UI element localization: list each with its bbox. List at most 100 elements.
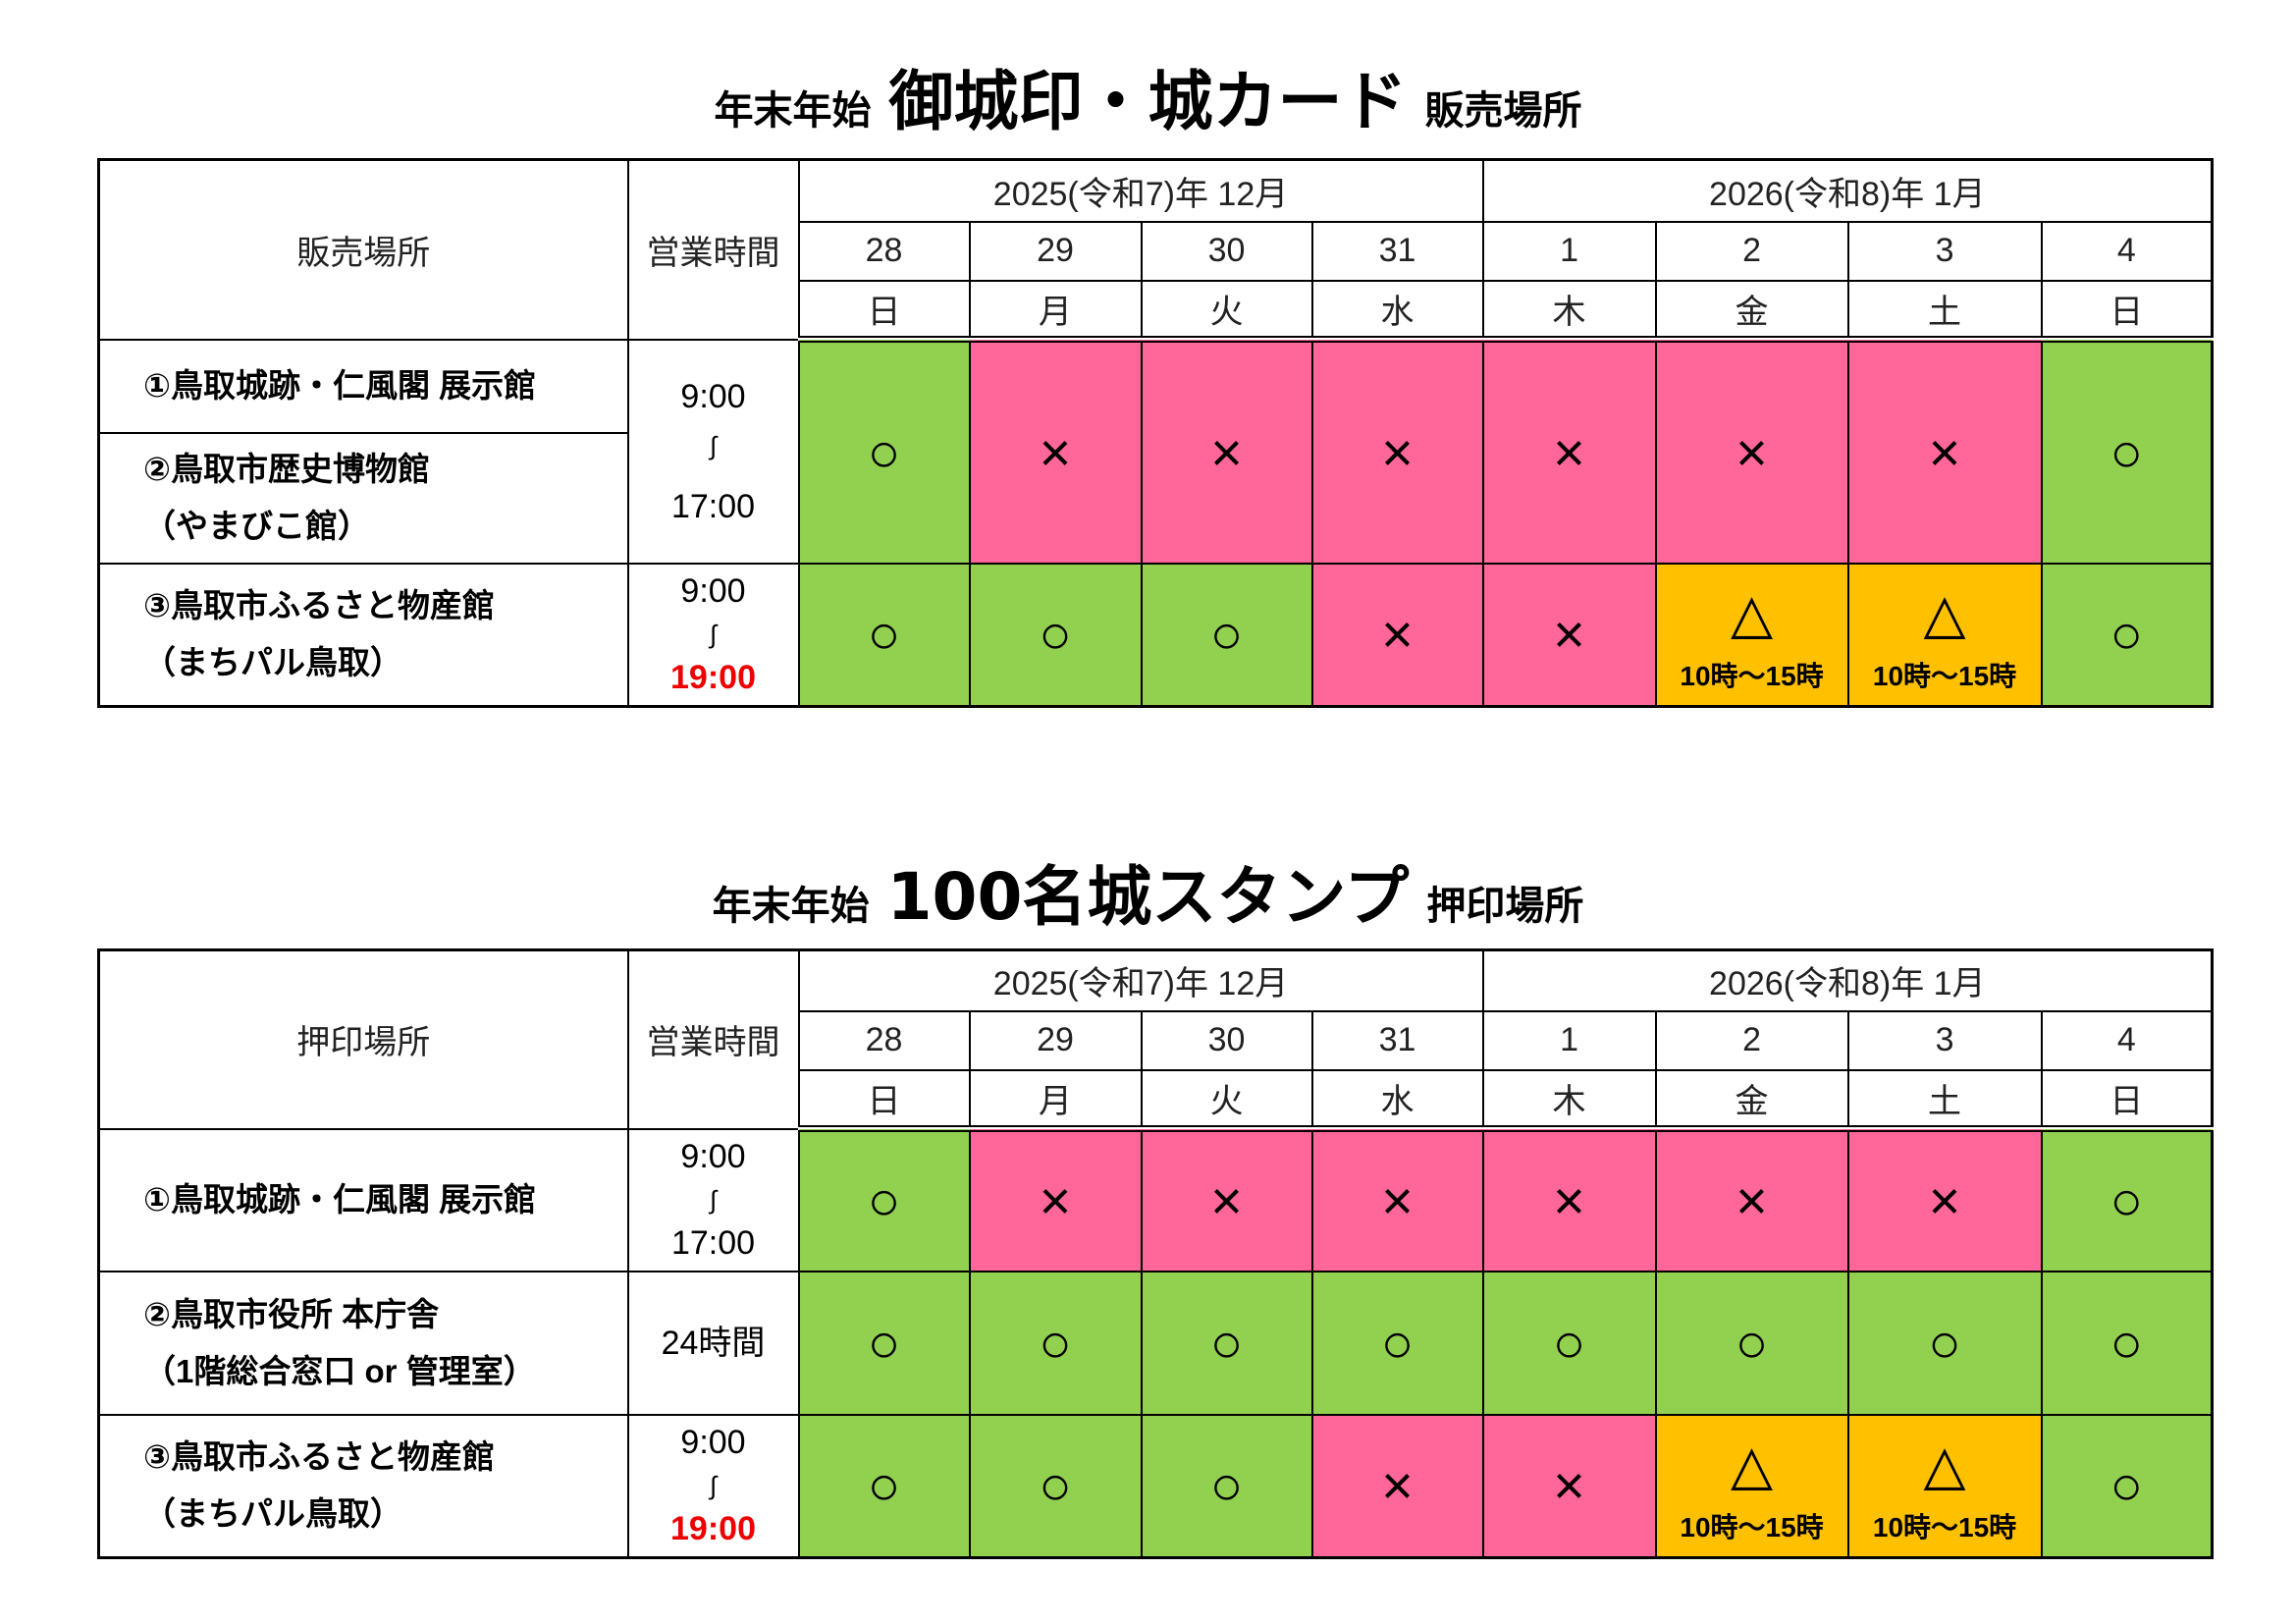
title-suffix: 押印場所 <box>1426 884 1584 929</box>
status-closed-icon: × <box>1210 420 1243 483</box>
day-status-cell: × <box>1846 338 2043 565</box>
date-header: 1 <box>1481 220 1657 282</box>
limited-hours-note: 10時～15時 <box>1872 661 2017 692</box>
day-status-cell: ○ <box>1654 1270 1849 1416</box>
range-separator: ∫ <box>709 620 718 650</box>
hours-cell: 9:00 ∫ 17:00 <box>626 1127 800 1272</box>
location-name: ①鳥取城跡・仁風閣 展示館 <box>143 1181 537 1218</box>
status-open-icon: ○ <box>1209 603 1244 666</box>
status-open-icon: ○ <box>2109 1169 2144 1232</box>
status-open-icon: ○ <box>867 1169 901 1232</box>
weekday-header: 火 <box>1140 1068 1313 1132</box>
status-open-icon: ○ <box>867 603 901 666</box>
location-name: ②鳥取市役所 本庁舎 <box>143 1295 440 1332</box>
month-header-december: 2025(令和7)年 12月 <box>797 158 1484 223</box>
day-status-cell: ○ <box>797 338 971 565</box>
day-status-cell: ○ <box>797 1270 971 1416</box>
closing-time: 19:00 <box>670 1510 756 1548</box>
day-status-cell: ○ <box>1140 1270 1313 1416</box>
status-open-icon: ○ <box>1552 1311 1586 1374</box>
column-header-place: 販売場所 <box>97 158 629 341</box>
date-header: 3 <box>1846 1009 2043 1071</box>
status-open-icon: ○ <box>2109 603 2144 666</box>
weekday-header: 水 <box>1310 279 1484 343</box>
status-open-icon: ○ <box>867 1454 901 1517</box>
location-name: ①鳥取城跡・仁風閣 展示館 <box>143 367 537 404</box>
location-cell: ①鳥取城跡・仁風閣 展示館 <box>97 338 629 434</box>
title-main: 御城印・城カード <box>888 64 1408 139</box>
weekday-header: 火 <box>1140 279 1313 343</box>
day-status-cell: × <box>968 1127 1143 1272</box>
section-title: 年末年始 100名城スタンプ 押印場所 <box>0 844 2296 939</box>
day-status-cell: × <box>968 338 1143 565</box>
month-header-january: 2026(令和8)年 1月 <box>1481 158 2214 223</box>
status-closed-icon: × <box>1928 420 1961 483</box>
status-closed-icon: × <box>1735 1169 1768 1232</box>
day-status-cell: × <box>1481 562 1657 708</box>
day-status-cell: × <box>1481 1413 1657 1559</box>
status-closed-icon: × <box>1735 420 1768 483</box>
header-row-month: 押印場所 営業時間 2025(令和7)年 12月 2026(令和8)年 1月 <box>97 948 2214 1130</box>
table-row: ②鳥取市役所 本庁舎 （1階総合窓口 or 管理室） 24時間 ○ ○ ○ ○ ○ ○ ○ ○ <box>97 1270 2214 1416</box>
location-cell: ③鳥取市ふるさと物産館 （まちパル鳥取） <box>97 1413 629 1559</box>
closing-time: 19:00 <box>670 659 756 697</box>
status-closed-icon: × <box>1553 420 1585 483</box>
month-header-january: 2026(令和8)年 1月 <box>1481 948 2214 1012</box>
location-subname: （まちパル鳥取） <box>143 1495 402 1533</box>
header-row-weekdays: 日月火水木金土日 <box>99 1068 2214 1132</box>
status-limited-icon: △ <box>1923 582 1966 645</box>
status-limited-icon: △ <box>1730 582 1774 645</box>
date-header: 1 <box>1481 1009 1657 1071</box>
location-cell: ②鳥取市役所 本庁舎 （1階総合窓口 or 管理室） <box>97 1270 629 1416</box>
opening-time: 9:00 <box>680 1424 746 1462</box>
date-header: 30 <box>1140 220 1313 282</box>
limited-hours-note: 10時～15時 <box>1872 1512 2017 1543</box>
day-status-cell: ○ <box>1140 562 1313 708</box>
location-name: ②鳥取市歴史博物館 <box>143 451 430 487</box>
status-open-icon: ○ <box>1039 1454 1072 1517</box>
hours-cell: 24時間 <box>626 1270 800 1416</box>
status-open-icon: ○ <box>867 420 901 483</box>
location-name: ③鳥取市ふるさと物産館 <box>143 587 495 624</box>
header-row-weekdays: 日月火水木金土日 <box>99 279 2214 343</box>
weekday-header: 日 <box>797 279 971 343</box>
weekday-header: 月 <box>968 279 1143 343</box>
weekday-header: 金 <box>1654 279 1849 343</box>
status-closed-icon: × <box>1381 1169 1414 1232</box>
column-header-hours: 営業時間 <box>626 948 800 1130</box>
day-status-cell: × <box>1481 1127 1657 1272</box>
day-status-cell: × <box>1140 1127 1313 1272</box>
status-closed-icon: × <box>1039 1169 1072 1232</box>
header-row-dates: 28 29 30 31 1 2 3 4 <box>99 1009 2214 1071</box>
day-status-cell: △ 10時～15時 <box>1654 562 1849 708</box>
date-header: 29 <box>968 1009 1143 1071</box>
status-open-icon: ○ <box>1735 1311 1769 1374</box>
date-header: 31 <box>1310 220 1484 282</box>
status-closed-icon: × <box>1553 1454 1585 1517</box>
status-closed-icon: × <box>1928 1169 1961 1232</box>
status-open-icon: ○ <box>1209 1454 1244 1517</box>
status-open-icon: ○ <box>1039 603 1072 666</box>
day-status-cell: ○ <box>1846 1270 2043 1416</box>
date-header: 4 <box>2040 1009 2214 1071</box>
table-row: ①鳥取城跡・仁風閣 展示館 9:00 ∫ 17:00 ○ × × × × × × ○ <box>97 338 2214 565</box>
location-subname: （1階総合窓口 or 管理室） <box>143 1352 536 1389</box>
closing-time: 17:00 <box>670 1224 756 1262</box>
day-status-cell: ○ <box>1140 1413 1313 1559</box>
title-suffix: 販売場所 <box>1424 88 1582 134</box>
weekday-header: 月 <box>968 1068 1143 1132</box>
status-open-icon: ○ <box>2109 1311 2144 1374</box>
day-status-cell: ○ <box>797 1127 971 1272</box>
status-open-icon: ○ <box>1039 1311 1072 1374</box>
closing-time: 17:00 <box>670 487 756 525</box>
hours-cell: 9:00 ∫ 19:00 <box>626 1413 800 1559</box>
location-cell: ②鳥取市歴史博物館 （やまびこ館） <box>97 431 629 565</box>
status-closed-icon: × <box>1381 420 1414 483</box>
schedule-table: 販売場所 営業時間 2025(令和7)年 12月 2026(令和8)年 1月 28 29 3… <box>97 158 2215 708</box>
day-status-cell: ○ <box>968 1413 1143 1559</box>
day-status-cell: ○ <box>797 562 971 708</box>
weekday-header: 土 <box>1846 1068 2043 1132</box>
hours-cell: 9:00 ∫ 17:00 <box>626 338 800 565</box>
status-open-icon: ○ <box>867 1311 901 1374</box>
date-header: 29 <box>968 220 1143 282</box>
